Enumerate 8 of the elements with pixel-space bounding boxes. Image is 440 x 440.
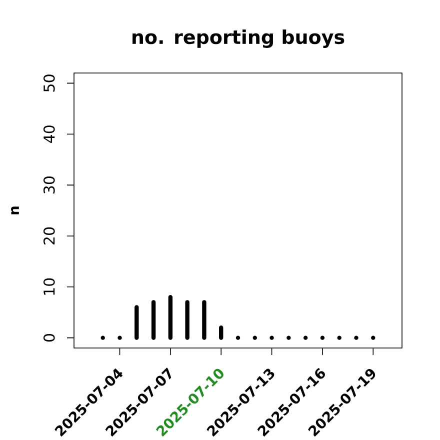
chart-title: no. reporting buoys <box>132 29 344 48</box>
y-tick-label: 50 <box>43 74 55 92</box>
y-tick-label: 0 <box>43 334 55 342</box>
y-axis-title: n <box>11 206 19 214</box>
y-tick-label: 30 <box>43 176 55 194</box>
y-tick-label: 40 <box>43 126 55 143</box>
y-tick-label: 20 <box>43 227 55 244</box>
y-tick-label: 10 <box>43 278 55 295</box>
